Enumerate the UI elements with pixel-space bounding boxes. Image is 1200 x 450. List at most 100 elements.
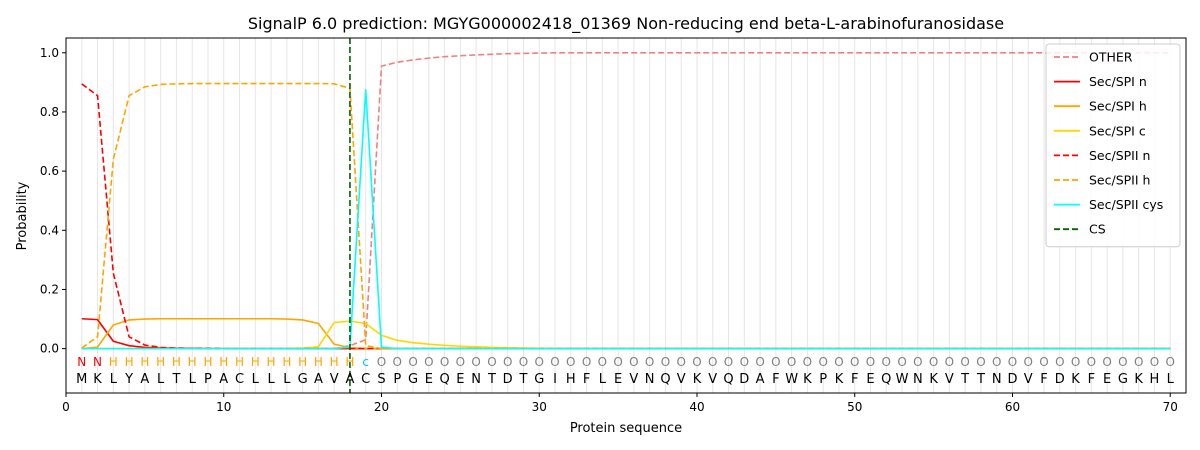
region-label: O <box>566 355 575 369</box>
legend-label: Sec/SPI n <box>1089 74 1147 89</box>
legend-label: Sec/SPI h <box>1089 99 1147 114</box>
residue-label: F <box>583 372 590 387</box>
series-line-sec-spi-h <box>81 317 1171 350</box>
residue-label: V <box>945 372 954 387</box>
residue-label: N <box>645 372 655 387</box>
residue-label: F <box>1088 372 1095 387</box>
residue-label: A <box>345 372 354 387</box>
y-tick-label: 0.8 <box>40 105 59 119</box>
residue-label: W <box>785 372 798 387</box>
region-label: O <box>787 355 796 369</box>
region-label: O <box>1008 355 1017 369</box>
residue-label: D <box>503 372 513 387</box>
residue-label: Y <box>124 372 133 387</box>
region-label: O <box>1071 355 1080 369</box>
y-tick-label: 0.4 <box>40 223 59 237</box>
residue-label: F <box>772 372 779 387</box>
residue-label: T <box>171 372 180 387</box>
region-label: O <box>661 355 670 369</box>
series-line-sec-spii-cys <box>81 88 1171 350</box>
chart-title: SignalP 6.0 prediction: MGYG000002418_01… <box>248 14 1004 34</box>
region-label: O <box>424 355 433 369</box>
residue-label: F <box>851 372 858 387</box>
region-label: H <box>267 355 276 369</box>
residue-label: G <box>1118 372 1128 387</box>
residue-label: D <box>739 372 749 387</box>
residue-label: K <box>803 372 812 387</box>
region-label: O <box>834 355 843 369</box>
region-label: O <box>408 355 417 369</box>
region-label: O <box>582 355 591 369</box>
residue-label: A <box>756 372 765 387</box>
x-tick-label: 10 <box>216 400 231 414</box>
residue-label: L <box>283 372 291 387</box>
residue-label: L <box>252 372 260 387</box>
region-label: O <box>692 355 701 369</box>
residue-label: T <box>518 372 527 387</box>
region-label: H <box>298 355 307 369</box>
region-label: N <box>93 355 102 369</box>
residue-label: L <box>189 372 197 387</box>
region-label: O <box>535 355 544 369</box>
y-axis-ticks: 0.0 0.2 0.4 0.6 0.8 1.0 <box>40 46 66 356</box>
residue-label: G <box>298 372 308 387</box>
region-label: H <box>235 355 244 369</box>
residue-label: N <box>471 372 481 387</box>
residue-label: V <box>1024 372 1033 387</box>
x-axis-ticks: 0 10 20 30 40 50 60 70 <box>62 393 1178 414</box>
region-label: H <box>330 355 339 369</box>
x-tick-label: 60 <box>1005 400 1020 414</box>
x-tick-label: 20 <box>374 400 389 414</box>
region-label: H <box>188 355 197 369</box>
x-axis-label: Protein sequence <box>570 421 682 436</box>
residue-label: P <box>819 372 827 387</box>
residue-label: L <box>1167 372 1175 387</box>
region-label: O <box>992 355 1001 369</box>
grid-lines <box>81 38 1171 393</box>
region-label: H <box>345 355 354 369</box>
region-label: O <box>1134 355 1143 369</box>
region-label: O <box>613 355 622 369</box>
residue-label: I <box>553 372 557 387</box>
region-label: O <box>1102 355 1111 369</box>
residue-label: E <box>1103 372 1111 387</box>
sequence-labels: MNKNLHYHAHLHTHLHPHAHCHLHLHLHGHAHVHAHCcSO… <box>76 355 1175 387</box>
series-layer <box>81 51 1171 350</box>
region-label: O <box>882 355 891 369</box>
region-label: O <box>803 355 812 369</box>
residue-label: K <box>1134 372 1143 387</box>
residue-label: A <box>314 372 323 387</box>
region-label: O <box>550 355 559 369</box>
series-line-sec-spii-h <box>81 82 1171 350</box>
region-label: O <box>645 355 654 369</box>
region-label: O <box>976 355 985 369</box>
legend-label: CS <box>1089 222 1106 237</box>
region-label: N <box>77 355 86 369</box>
region-label: H <box>156 355 165 369</box>
residue-label: T <box>976 372 985 387</box>
y-tick-label: 0.0 <box>40 342 59 356</box>
legend-label: Sec/SPII cys <box>1089 197 1163 212</box>
region-label: O <box>866 355 875 369</box>
region-label: H <box>251 355 260 369</box>
residue-label: Q <box>881 372 891 387</box>
residue-label: M <box>76 372 87 387</box>
legend-label: Sec/SPII h <box>1089 173 1150 188</box>
region-label: O <box>740 355 749 369</box>
residue-label: L <box>599 372 607 387</box>
residue-label: E <box>614 372 622 387</box>
residue-label: E <box>425 372 433 387</box>
region-label: O <box>929 355 938 369</box>
region-label: O <box>1087 355 1096 369</box>
y-tick-label: 0.2 <box>40 282 59 296</box>
x-tick-label: 50 <box>847 400 862 414</box>
region-label: O <box>456 355 465 369</box>
region-label: H <box>125 355 134 369</box>
legend-box <box>1045 43 1181 248</box>
residue-label: A <box>219 372 228 387</box>
region-label: O <box>945 355 954 369</box>
residue-label: W <box>896 372 909 387</box>
region-label: O <box>1150 355 1159 369</box>
residue-label: T <box>960 372 969 387</box>
